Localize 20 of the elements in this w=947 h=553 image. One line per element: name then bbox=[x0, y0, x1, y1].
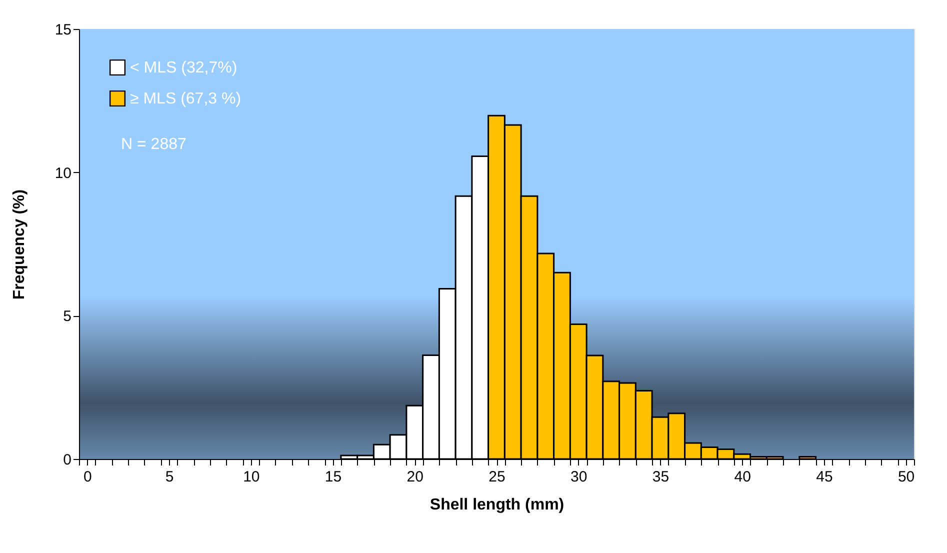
x-tick-label: 15 bbox=[324, 468, 342, 486]
x-tick-label: 10 bbox=[243, 468, 260, 486]
x-tick-label: 0 bbox=[84, 468, 92, 486]
x-tick-label: 20 bbox=[406, 468, 424, 486]
legend-label: ≥ MLS (67,3 %) bbox=[130, 90, 242, 108]
x-tick-label: 5 bbox=[165, 468, 174, 486]
annotation: N = 2887 bbox=[121, 136, 186, 153]
x-tick-label: 50 bbox=[898, 468, 915, 486]
y-axis-title: Frequency (%) bbox=[10, 189, 28, 300]
y-tick-label: 15 bbox=[54, 22, 72, 38]
x-tick-label: 40 bbox=[734, 468, 751, 486]
y-tick-label: 5 bbox=[63, 308, 72, 326]
y-tick-label: 0 bbox=[63, 452, 72, 468]
x-tick-label: 35 bbox=[652, 468, 670, 486]
y-tick-label: 10 bbox=[54, 164, 72, 182]
x-tick-label: 25 bbox=[488, 468, 506, 486]
legend-label: < MLS (32,7%) bbox=[130, 60, 238, 76]
x-tick-label: 45 bbox=[816, 468, 833, 486]
x-tick-label: 30 bbox=[570, 468, 588, 486]
x-axis-title: Shell length (mm) bbox=[430, 496, 564, 514]
